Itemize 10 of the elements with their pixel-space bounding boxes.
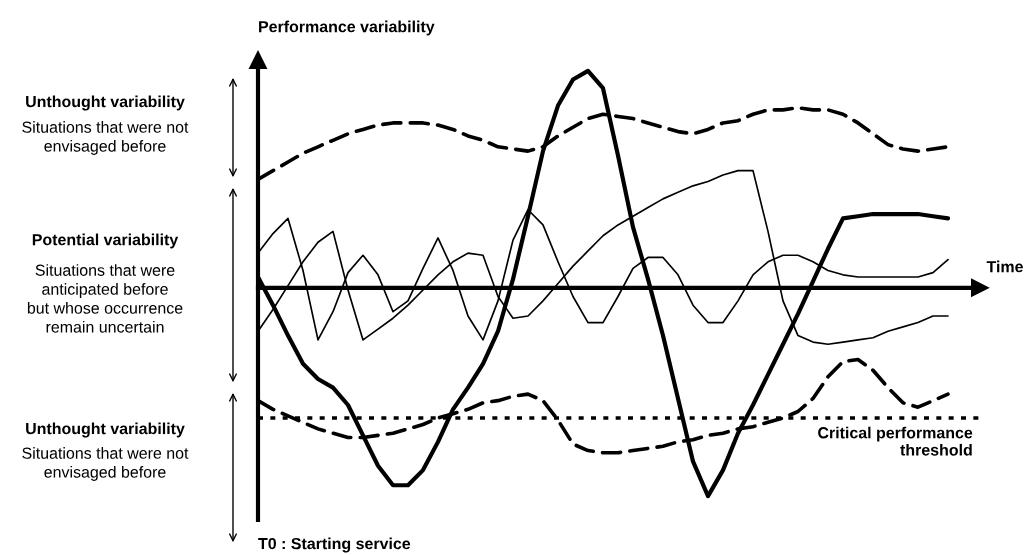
text: Situations that were anticipated before but whose occurrence remain uncertain	[27, 264, 183, 333]
text: T0 : Starting service	[258, 537, 411, 553]
x-axis-title: Time	[986, 260, 1023, 273]
text: Unthought variability	[26, 95, 185, 111]
text: Potential variability	[32, 233, 179, 249]
y-axis-title: Performance variability	[259, 20, 435, 36]
text: Situations that were not envisaged before	[22, 121, 189, 155]
text: Unthought variability	[26, 422, 185, 438]
ref-line-label: Critical performance threshold	[818, 426, 973, 456]
text: Situations that were not envisaged before	[22, 447, 189, 481]
